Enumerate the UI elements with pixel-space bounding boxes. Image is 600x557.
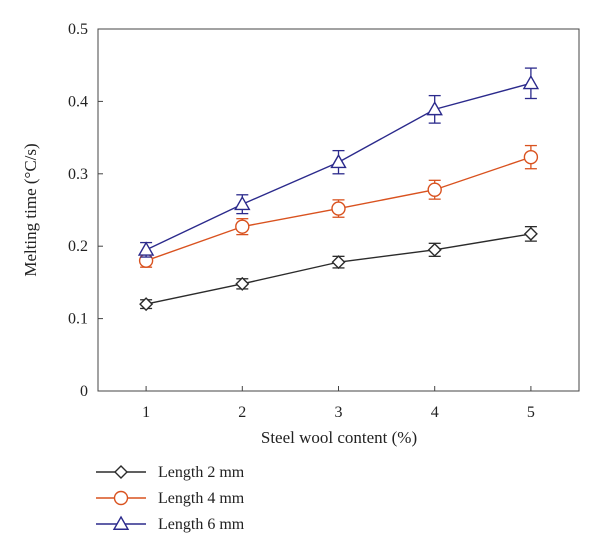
data-point-circle	[235, 219, 250, 234]
data-point-triangle	[522, 74, 540, 90]
x-axis-label: Steel wool content (%)	[261, 428, 417, 447]
x-tick-label: 2	[238, 404, 246, 421]
y-tick-label: 0	[80, 383, 88, 400]
legend-marker-circle	[113, 490, 129, 506]
series-layer	[137, 67, 540, 312]
data-point-triangle	[426, 100, 443, 116]
series-diamond	[139, 226, 538, 312]
legend-label: Length 4 mm	[158, 490, 245, 507]
data-point-circle	[427, 182, 442, 197]
data-point-triangle	[330, 153, 347, 169]
legend-label: Length 6 mm	[158, 516, 245, 533]
x-tick-label: 5	[527, 404, 535, 421]
y-tick-label: 0.1	[68, 311, 88, 328]
y-tick-label: 0.3	[68, 166, 88, 183]
legend-item: Length 2 mm	[96, 464, 245, 481]
legend-marker-triangle	[112, 515, 130, 530]
y-tick-label: 0.4	[68, 93, 88, 110]
y-tick-label: 0.5	[68, 21, 88, 38]
data-point-triangle	[234, 195, 251, 211]
data-point-diamond	[523, 226, 538, 241]
legend-label: Length 2 mm	[158, 464, 245, 481]
data-point-circle	[523, 149, 539, 165]
data-point-diamond	[427, 242, 442, 257]
legend-item: Length 6 mm	[96, 515, 245, 533]
data-point-circle	[331, 201, 346, 216]
data-point-diamond	[331, 255, 346, 270]
y-axis-label: Melting time (°C/s)	[21, 143, 40, 276]
legend-marker-diamond	[114, 465, 128, 479]
y-axis: 0 0.1 0.2 0.3 0.4 0.5	[68, 21, 103, 400]
x-tick-label: 1	[142, 404, 150, 421]
y-tick-label: 0.2	[68, 238, 88, 255]
data-point-diamond	[235, 276, 250, 291]
data-point-triangle	[137, 241, 155, 256]
x-tick-label: 4	[431, 404, 439, 421]
series-triangle	[137, 67, 540, 258]
x-axis: 1 2 3 4 5	[142, 386, 535, 421]
legend: Length 2 mm Length 4 mm Length 6 mm	[96, 464, 245, 533]
data-point-diamond	[139, 297, 154, 312]
x-tick-label: 3	[335, 404, 343, 421]
legend-item: Length 4 mm	[96, 490, 245, 507]
